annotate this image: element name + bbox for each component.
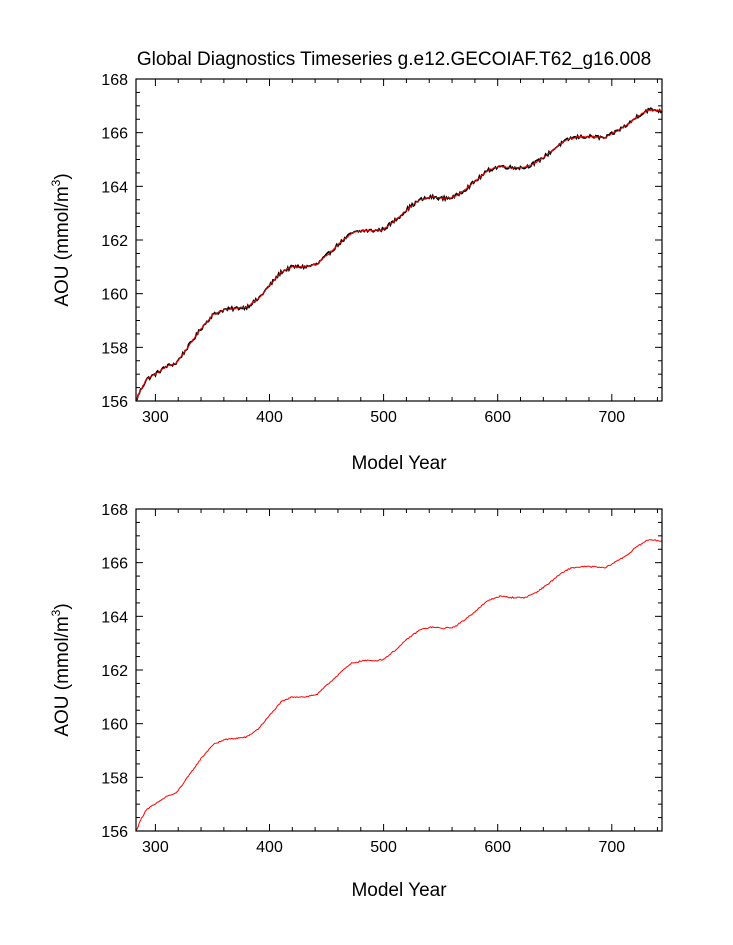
y-tick-label: 168 [101,72,128,89]
chart-title: Global Diagnostics Timeseries g.e12.GECO… [137,49,651,70]
y-tick-label: 160 [101,287,128,304]
y-tick-label: 168 [101,502,128,519]
x-tick-label: 600 [484,409,511,426]
timeseries-panel-bottom: 300 400 500 600 700 156 158 160 162 164 166 168 Mod… [49,502,663,901]
y-tick-label: 158 [101,340,128,357]
x-axis-label: Model Year [351,453,447,474]
y-tick-label: 166 [101,556,128,573]
y-tick-label: 164 [101,609,128,626]
y-axis-label-main: AOU (mmol/m [52,616,73,736]
y-tick-label: 156 [101,394,128,411]
y-tick-label: 166 [101,126,128,143]
series-line-smoothed [135,109,663,401]
y-tick-label: 162 [101,663,128,680]
y-axis-label: AOU (mmol/m3) [49,603,73,736]
x-axis-label: Model Year [351,880,447,901]
y-tick-label: 156 [101,824,128,841]
x-tick-label: 400 [256,409,283,426]
y-tick-label: 160 [101,717,128,734]
x-tick-label: 500 [370,409,397,426]
y-axis-label: AOU (mmol/m3) [49,173,73,306]
x-tick-label: 500 [370,839,397,856]
y-axis-label-close: ) [52,603,73,609]
plot-frame [135,78,663,402]
y-tick-label: 158 [101,770,128,787]
x-tick-label: 300 [142,839,169,856]
plot-frame [135,508,663,832]
x-tick-label: 600 [484,839,511,856]
x-tick-label: 700 [598,839,625,856]
y-axis-label-main: AOU (mmol/m [52,186,73,306]
timeseries-panel-top: 300 400 500 600 700 156 158 160 162 164 166 168 Mod… [49,72,663,474]
y-tick-label: 164 [101,179,128,196]
y-axis-label-superscript: 3 [49,609,63,616]
x-tick-label: 700 [598,409,625,426]
series-line-smoothed [135,539,663,831]
y-axis-label-close: ) [52,173,73,179]
x-tick-label: 400 [256,839,283,856]
series-line-annual [135,107,663,401]
y-tick-label: 162 [101,233,128,250]
x-tick-label: 300 [142,409,169,426]
y-axis-label-superscript: 3 [49,179,63,186]
